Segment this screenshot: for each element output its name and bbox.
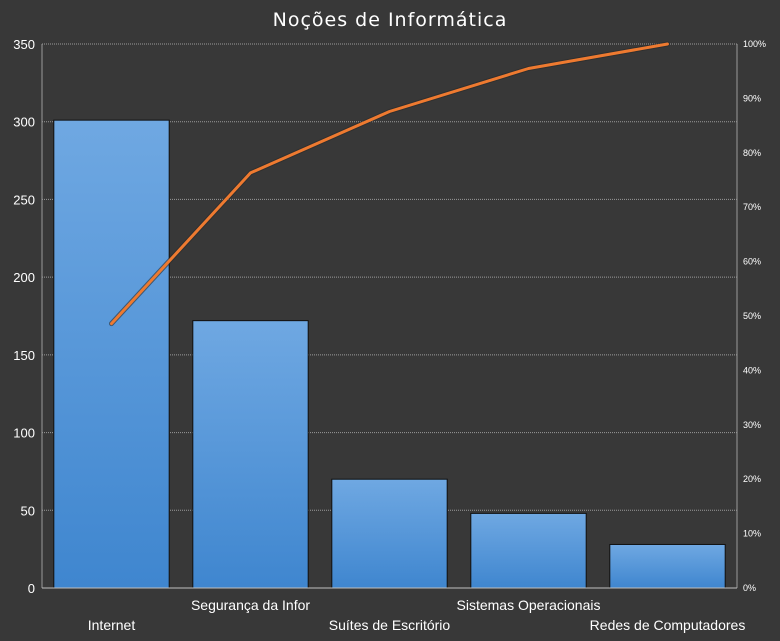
y-tick-label: 300 [13, 115, 35, 130]
y-tick-label: 350 [13, 37, 35, 52]
secondary-y-axis: 0% 10% 20% 30% 40% 50% 60% 70% 80% 90% 100% [736, 39, 766, 593]
x-tick-label: Segurança da Infor [191, 597, 310, 613]
cumulative-line-path [110, 42, 669, 326]
y-tick-label: 50 [21, 503, 35, 518]
y2-tick-label: 60% [743, 257, 761, 267]
y2-tick-label: 30% [743, 420, 761, 430]
y-tick-label: 250 [13, 192, 35, 207]
x-tick-label: Sistemas Operacionais [457, 597, 601, 613]
y2-tick-label: 80% [743, 148, 761, 158]
y2-tick-label: 90% [743, 93, 761, 103]
line-shadow [109, 41, 670, 327]
bar [331, 478, 448, 589]
y2-tick-label: 100% [743, 39, 766, 49]
bar [470, 512, 587, 589]
y2-tick-label: 0% [743, 583, 756, 593]
bar [609, 543, 726, 589]
bar [192, 320, 309, 589]
y-tick-label: 100 [13, 426, 35, 441]
cumulative-line [109, 41, 670, 327]
x-tick-label: Suítes de Escritório [329, 617, 451, 633]
x-tick-label: Internet [88, 617, 136, 633]
x-tick-label: Redes de Computadores [590, 617, 746, 633]
y2-tick-label: 50% [743, 311, 761, 321]
x-axis: Internet Segurança da Infor Suítes de Escr… [42, 587, 746, 633]
bar [53, 119, 170, 589]
y2-tick-label: 10% [743, 529, 761, 539]
y2-tick-label: 70% [743, 202, 761, 212]
y2-tick-label: 40% [743, 365, 761, 375]
y-tick-label: 200 [13, 270, 35, 285]
primary-y-axis: 0 50 100 150 200 250 300 350 [13, 37, 43, 596]
chart-title: Noções de Informática [273, 9, 508, 31]
bars [53, 119, 726, 589]
y2-tick-label: 20% [743, 474, 761, 484]
y-tick-label: 150 [13, 348, 35, 363]
y-tick-label: 0 [28, 581, 35, 596]
